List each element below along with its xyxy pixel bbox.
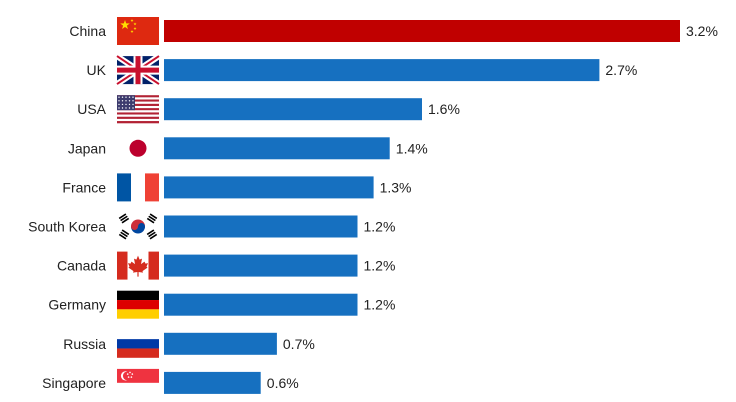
value-label-uk: 2.7% <box>605 62 637 78</box>
bar-south-korea <box>164 215 358 238</box>
value-label-germany: 1.2% <box>364 297 396 313</box>
canada-flag-icon <box>117 251 159 280</box>
value-label-canada: 1.2% <box>364 258 396 274</box>
category-label-singapore: Singapore <box>42 375 106 391</box>
value-label-japan: 1.4% <box>396 140 428 156</box>
bar-usa <box>164 98 422 121</box>
germany-flag-icon <box>117 290 159 319</box>
category-label-japan: Japan <box>68 140 106 156</box>
russia-flag-icon <box>117 329 159 358</box>
category-label-uk: UK <box>87 62 107 78</box>
bar-japan <box>164 137 390 160</box>
category-label-china: China <box>69 23 106 39</box>
bar-singapore <box>164 371 261 394</box>
value-label-south-korea: 1.2% <box>364 219 396 235</box>
france-flag-icon <box>117 173 159 202</box>
bar-russia <box>164 332 277 355</box>
uk-flag-icon <box>115 53 161 87</box>
category-labels: China UK USA Japan France South Korea Canada Ge… <box>28 23 107 391</box>
japan-flag-icon <box>117 134 159 163</box>
category-label-france: France <box>62 179 106 195</box>
usa-flag-icon <box>117 95 159 124</box>
value-label-russia: 0.7% <box>283 336 315 352</box>
category-label-russia: Russia <box>63 336 106 352</box>
bar-canada <box>164 254 358 277</box>
singapore-flag-icon <box>117 368 159 397</box>
value-label-usa: 1.6% <box>428 101 460 117</box>
bar-china <box>164 20 680 42</box>
bar-france <box>164 176 374 199</box>
category-label-south-korea: South Korea <box>28 219 106 235</box>
flag-icons <box>115 17 161 397</box>
bars <box>164 20 680 394</box>
value-label-china: 3.2% <box>686 23 718 39</box>
value-label-singapore: 0.6% <box>267 375 299 391</box>
category-label-canada: Canada <box>57 258 106 274</box>
bar-germany <box>164 293 358 316</box>
china-flag-icon <box>117 17 159 45</box>
value-label-france: 1.3% <box>380 179 412 195</box>
bar-uk <box>164 59 600 82</box>
value-labels: 3.2% 2.7% 1.6% 1.4% 1.3% 1.2% 1.2% 1.2% 0.7% 0.6% <box>267 23 718 391</box>
category-label-germany: Germany <box>48 297 106 313</box>
category-label-usa: USA <box>77 101 106 117</box>
south-korea-flag-icon <box>117 212 159 241</box>
